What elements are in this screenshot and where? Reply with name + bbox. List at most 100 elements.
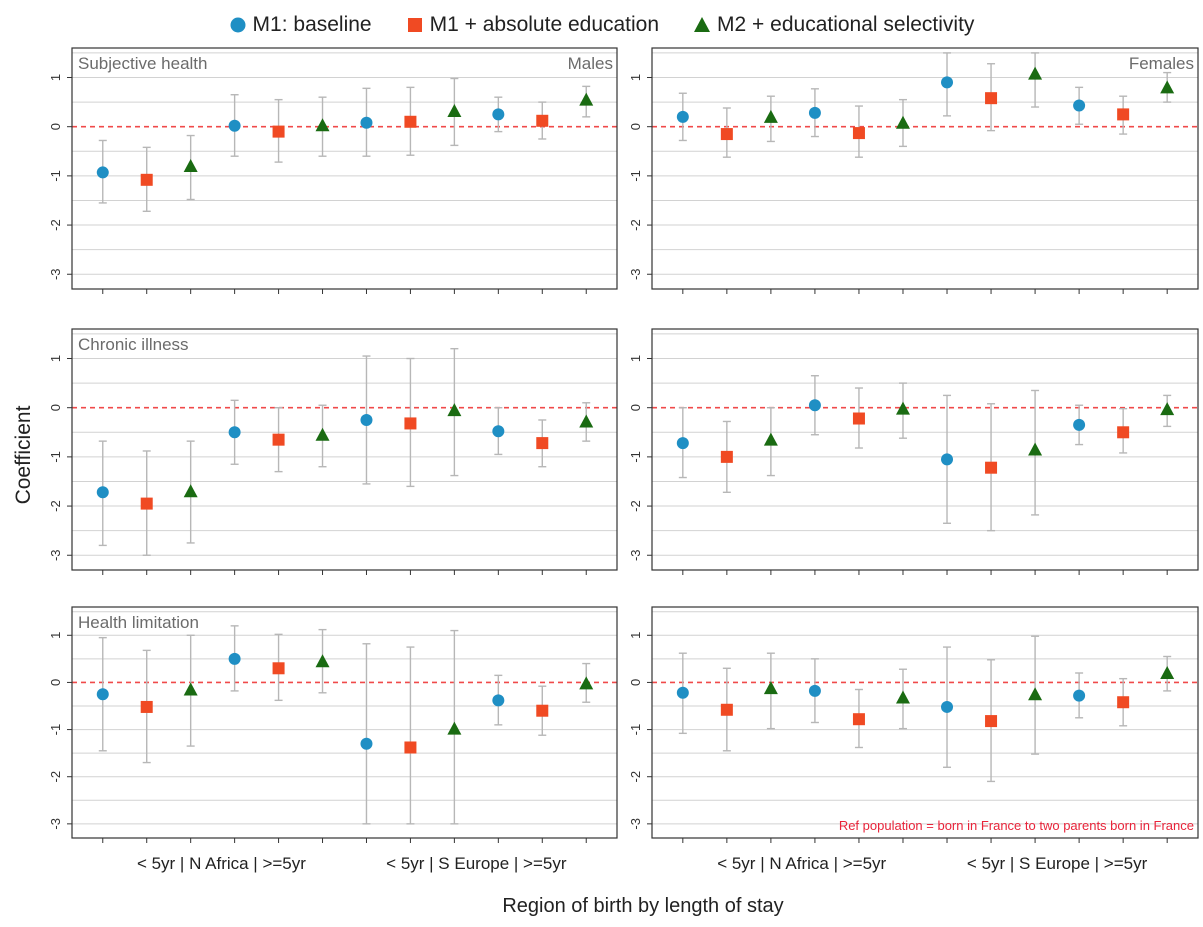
point-absolute-education — [536, 437, 549, 450]
point-baseline — [492, 694, 505, 707]
triangle-marker-icon — [694, 17, 711, 32]
panel-frame — [651, 328, 1199, 571]
legend-item-educational-selectivity: M2 + educational selectivity — [693, 13, 974, 37]
point-educational-selectivity — [315, 654, 330, 668]
point-educational-selectivity — [763, 432, 778, 446]
point-absolute-education — [1117, 696, 1130, 709]
point-absolute-education — [140, 173, 153, 186]
point-baseline — [941, 76, 954, 89]
point-educational-selectivity — [183, 682, 198, 696]
point-educational-selectivity — [579, 676, 594, 690]
legend-label-absolute-education: M1 + absolute education — [429, 13, 660, 36]
y-tick-label: 1 — [628, 74, 643, 81]
legend-label-educational-selectivity: M2 + educational selectivity — [717, 13, 975, 36]
point-absolute-education — [852, 127, 865, 140]
point-educational-selectivity — [183, 159, 198, 173]
legend-item-absolute-education: M1 + absolute education — [406, 13, 659, 37]
point-baseline — [96, 486, 109, 499]
point-baseline — [228, 426, 241, 439]
point-educational-selectivity — [895, 690, 910, 704]
y-tick-label: 1 — [48, 632, 63, 639]
panel-title: Chronic illness — [78, 335, 189, 354]
y-tick-label: 0 — [628, 679, 643, 686]
panel-5: 1 0 -1 -2 -3 Health limitation < 5yr | N Afric… — [48, 606, 618, 873]
point-absolute-education — [985, 461, 998, 474]
point-baseline — [360, 737, 373, 750]
panel-frame — [651, 47, 1199, 290]
point-baseline — [1073, 418, 1086, 431]
legend-item-baseline: M1: baseline — [229, 13, 372, 37]
y-tick-label: -1 — [628, 451, 643, 463]
point-educational-selectivity — [447, 403, 462, 417]
point-baseline — [676, 110, 689, 123]
y-axis-label: Coefficient — [12, 405, 35, 504]
y-tick-label: 0 — [48, 123, 63, 130]
category-label-north-africa: < 5yr | N Africa | >=5yr — [137, 854, 306, 873]
y-tick-label: -2 — [48, 500, 63, 512]
point-educational-selectivity — [895, 401, 910, 415]
point-absolute-education — [272, 433, 285, 446]
category-label-south-europe: < 5yr | S Europe | >=5yr — [386, 854, 567, 873]
point-educational-selectivity — [1160, 80, 1175, 94]
legend-label-baseline: M1: baseline — [252, 13, 372, 36]
y-tick-label: -2 — [628, 500, 643, 512]
category-label-south-europe: < 5yr | S Europe | >=5yr — [967, 854, 1148, 873]
point-educational-selectivity — [1028, 66, 1043, 80]
y-tick-label: 1 — [48, 74, 63, 81]
point-absolute-education — [852, 713, 865, 726]
point-absolute-education — [536, 114, 549, 127]
panel-3: 1 0 -1 -2 -3 Chronic illness — [48, 328, 618, 575]
y-tick-label: -3 — [48, 268, 63, 280]
category-label-north-africa: < 5yr | N Africa | >=5yr — [717, 854, 886, 873]
point-absolute-education — [536, 704, 549, 717]
panel-sex-label: Females — [1129, 54, 1194, 73]
y-tick-label: -2 — [48, 771, 63, 783]
point-educational-selectivity — [763, 109, 778, 123]
panel-frame — [651, 606, 1199, 839]
y-tick-label: -3 — [628, 549, 643, 561]
point-educational-selectivity — [1160, 666, 1175, 679]
point-baseline — [492, 425, 505, 438]
point-baseline — [96, 688, 109, 701]
point-educational-selectivity — [1160, 402, 1175, 416]
reference-population-note: Ref population = born in France to two p… — [839, 818, 1194, 833]
y-tick-label: -1 — [48, 451, 63, 463]
point-baseline — [492, 108, 505, 121]
panel-sex-label: Males — [568, 54, 613, 73]
panel-frame — [71, 328, 618, 571]
panel-frame — [71, 47, 618, 290]
panels: 1 0 -1 -2 -3 Subjective health Males 1 0 -1 -2 -3 Fe… — [48, 47, 1199, 873]
y-tick-label: -3 — [628, 268, 643, 280]
circle-marker-icon — [230, 17, 246, 33]
y-tick-label: -1 — [628, 724, 643, 736]
point-baseline — [228, 119, 241, 132]
point-absolute-education — [404, 417, 417, 430]
panel-6: 1 0 -1 -2 -3 < 5yr | N Africa | >=5yr < 5yr | … — [628, 606, 1199, 873]
y-tick-label: -3 — [48, 549, 63, 561]
point-baseline — [1073, 689, 1086, 702]
y-tick-label: 0 — [48, 404, 63, 411]
legend: M1: baseline M1 + absolute education M2 … — [0, 8, 1203, 42]
point-educational-selectivity — [579, 92, 594, 106]
point-baseline — [1073, 99, 1086, 112]
point-educational-selectivity — [1028, 687, 1043, 701]
point-absolute-education — [985, 715, 998, 728]
point-absolute-education — [720, 703, 733, 716]
point-absolute-education — [720, 128, 733, 141]
y-tick-label: -2 — [628, 771, 643, 783]
y-tick-label: -1 — [48, 170, 63, 182]
y-tick-label: 0 — [628, 404, 643, 411]
panel-title: Subjective health — [78, 54, 207, 73]
point-baseline — [360, 116, 373, 129]
point-absolute-education — [272, 662, 285, 675]
point-baseline — [228, 652, 241, 665]
point-educational-selectivity — [1028, 442, 1043, 456]
point-absolute-education — [1117, 108, 1130, 121]
x-axis-label: Region of birth by length of stay — [502, 895, 783, 917]
point-baseline — [360, 413, 373, 426]
point-educational-selectivity — [763, 681, 778, 695]
y-tick-label: -3 — [628, 818, 643, 830]
point-baseline — [808, 399, 821, 412]
y-tick-label: 1 — [628, 632, 643, 639]
point-baseline — [808, 684, 821, 697]
